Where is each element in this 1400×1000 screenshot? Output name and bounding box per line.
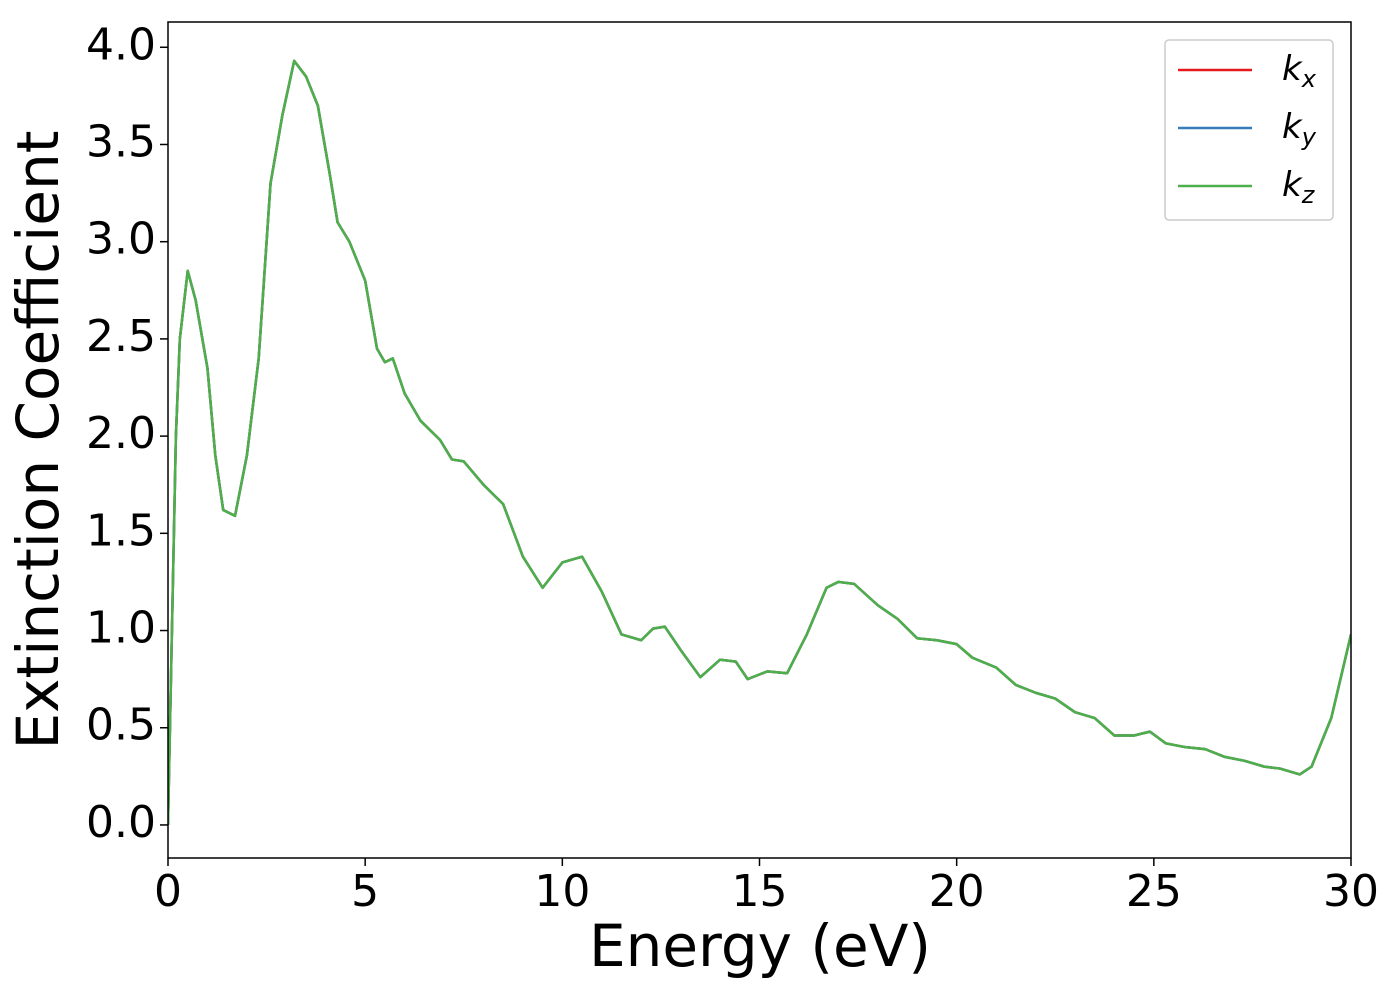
x-tick-label: 25 bbox=[1126, 866, 1182, 917]
plot-frame bbox=[167, 21, 1352, 859]
x-tick-label: 5 bbox=[351, 866, 379, 917]
x-tick-label: 15 bbox=[732, 866, 788, 917]
x-tick-label: 0 bbox=[154, 866, 182, 917]
y-tick-label: 0.0 bbox=[86, 797, 156, 848]
y-tick-label: 1.5 bbox=[86, 505, 156, 556]
y-tick-label: 4.0 bbox=[86, 19, 156, 70]
y-tick-label: 3.0 bbox=[86, 214, 156, 265]
y-tick-label: 0.5 bbox=[86, 700, 156, 751]
x-tick-label: 20 bbox=[929, 866, 985, 917]
y-tick-label: 2.5 bbox=[86, 311, 156, 362]
y-tick-label: 1.0 bbox=[86, 603, 156, 654]
y-axis-label: Extinction Coefficient bbox=[4, 131, 72, 750]
legend-label: kz bbox=[1282, 165, 1316, 210]
y-tick-label: 3.5 bbox=[86, 116, 156, 167]
y-tick-label: 2.0 bbox=[86, 408, 156, 459]
legend-label: kx bbox=[1282, 49, 1317, 94]
x-tick-label: 10 bbox=[534, 866, 590, 917]
data-line bbox=[168, 59, 1351, 825]
x-axis-label: Energy (eV) bbox=[589, 912, 931, 980]
x-tick-label: 30 bbox=[1323, 866, 1379, 917]
legend-box bbox=[1164, 39, 1334, 221]
legend-label: ky bbox=[1282, 107, 1317, 152]
